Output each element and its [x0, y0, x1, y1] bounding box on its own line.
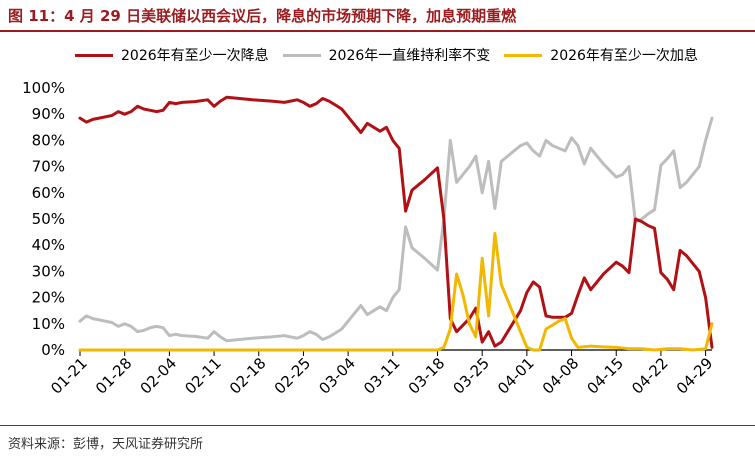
- x-tick-label: 04-08: [539, 354, 583, 398]
- y-tick-label: 70%: [32, 158, 65, 176]
- y-tick-label: 30%: [32, 262, 65, 280]
- legend-item-hike: 2026年有至少一次加息: [504, 45, 698, 65]
- y-tick-label: 10%: [32, 315, 65, 333]
- x-tick-label: 04-29: [673, 354, 717, 398]
- x-tick-label: 04-22: [628, 354, 672, 398]
- y-tick-label: 80%: [32, 131, 65, 149]
- x-tick-label: 02-18: [226, 354, 270, 398]
- legend-item-cut: 2026年有至少一次降息: [75, 45, 269, 65]
- x-tick-label: 01-28: [92, 354, 136, 398]
- line-chart: 0% 10% 20% 30% 40% 50% 60% 70% 80% 90% 100% 01-21 01…: [22, 79, 717, 398]
- y-tick-label: 100%: [22, 79, 65, 97]
- title-rule: [0, 30, 755, 32]
- x-tick-label: 02-11: [181, 354, 225, 398]
- legend: 2026年有至少一次降息 2026年一直维持利率不变 2026年有至少一次加息: [75, 45, 698, 65]
- x-tick-label: 03-25: [449, 354, 493, 398]
- y-tick-label: 90%: [32, 105, 65, 123]
- x-tick-label: 01-21: [47, 354, 91, 398]
- y-tick-label: 20%: [32, 289, 65, 307]
- chart-title: 图 11：4 月 29 日美联储以西会议后，降息的市场预期下降，加息预期重燃: [8, 7, 517, 25]
- series-line-2: [78, 231, 714, 352]
- legend-label-hike: 2026年有至少一次加息: [550, 48, 698, 64]
- y-tick-label: 0%: [41, 341, 65, 359]
- x-tick-label: 03-04: [315, 354, 359, 398]
- legend-swatch-cut: [75, 53, 113, 57]
- x-tick-label: 02-04: [137, 354, 181, 398]
- legend-label-cut: 2026年有至少一次降息: [121, 48, 269, 64]
- legend-item-hold: 2026年一直维持利率不变: [282, 45, 491, 65]
- legend-swatch-hike: [504, 53, 543, 57]
- series-line-1: [78, 116, 714, 343]
- x-tick-label: 03-18: [405, 354, 449, 398]
- x-tick-label: 03-11: [360, 354, 404, 398]
- source-note: 资料来源：彭博，天风证券研究所: [8, 437, 204, 452]
- y-tick-label: 40%: [32, 236, 65, 254]
- legend-label-hold: 2026年一直维持利率不变: [328, 48, 491, 64]
- y-tick-label: 50%: [32, 210, 65, 228]
- legend-swatch-hold: [282, 53, 321, 57]
- y-tick-label: 60%: [32, 184, 65, 202]
- x-tick-label: 02-25: [271, 354, 315, 398]
- series-line-0: [78, 95, 714, 349]
- source-rule: [0, 425, 755, 426]
- x-tick-label: 04-01: [494, 354, 538, 398]
- x-tick-label: 04-15: [584, 354, 628, 398]
